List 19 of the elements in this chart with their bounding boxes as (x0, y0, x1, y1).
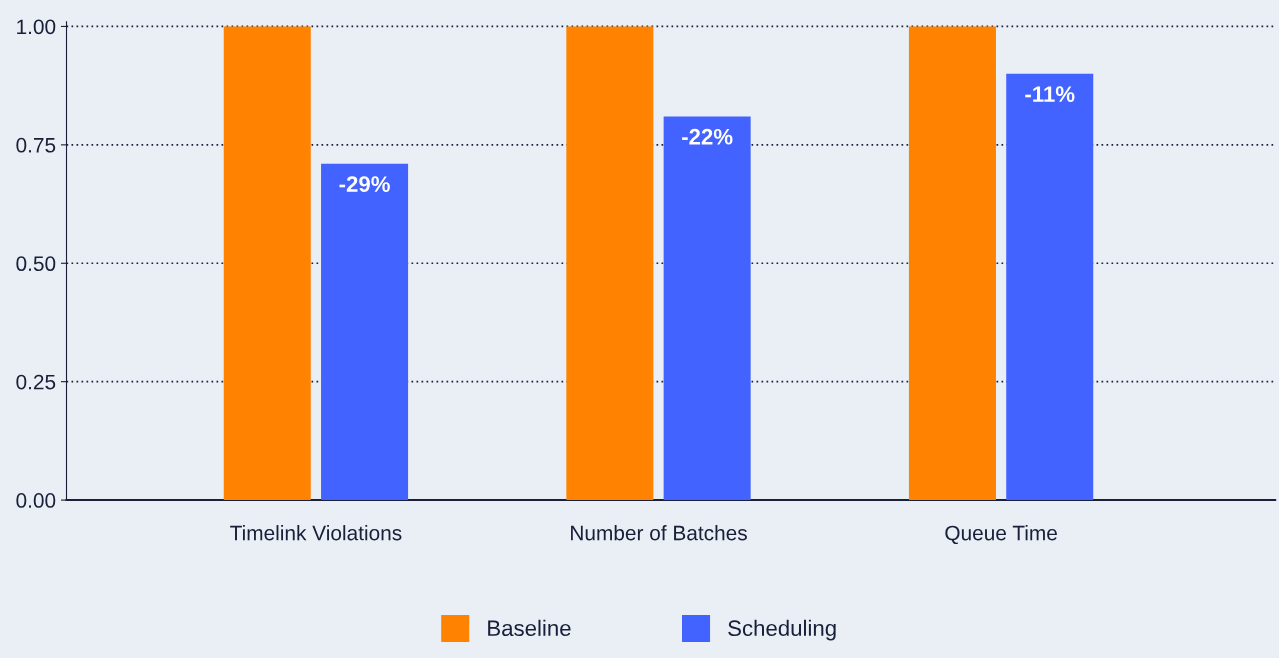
x-tick-label: Queue Time (945, 525, 1057, 545)
y-tick-label: 0.00 (16, 493, 56, 508)
y-tick-label: 0.75 (16, 137, 56, 153)
legend-label: Baseline (488, 619, 571, 637)
x-tick-label: Number of Batches (571, 525, 747, 541)
y-tick-label: 1.00 (17, 19, 56, 35)
bar (908, 26, 996, 501)
bar (321, 163, 409, 501)
y-tick-label: 0.50 (16, 256, 56, 272)
annotation: -11% (1025, 86, 1075, 102)
annotation: -29% (339, 176, 390, 192)
bar (223, 26, 311, 501)
x-tick-label: Timelink Violations (230, 525, 402, 541)
legend-label: Scheduling (728, 619, 836, 641)
y-tick-label: 0.25 (16, 374, 56, 390)
annotation: -22% (682, 128, 733, 145)
bar (1006, 73, 1094, 501)
bar (566, 26, 654, 501)
bar (663, 116, 751, 501)
